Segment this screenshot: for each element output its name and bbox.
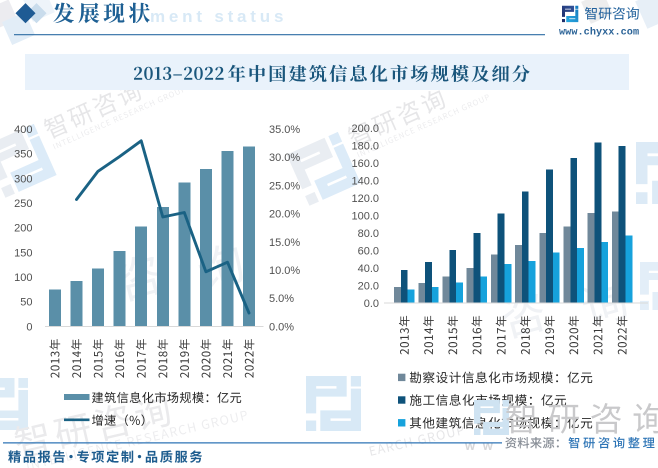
svg-text:350: 350 — [14, 149, 32, 161]
svg-text:300: 300 — [14, 173, 32, 185]
svg-text:0.0: 0.0 — [364, 298, 379, 310]
svg-text:0.0%: 0.0% — [269, 321, 294, 333]
svg-text:www.chyxx.com: www.chyxx.com — [559, 27, 639, 39]
svg-text:5.0%: 5.0% — [269, 293, 294, 305]
svg-text:15.0%: 15.0% — [269, 237, 300, 249]
svg-text:30.0%: 30.0% — [269, 152, 300, 164]
svg-text:25.0%: 25.0% — [269, 180, 300, 192]
svg-text:200.0: 200.0 — [351, 123, 379, 135]
svg-text:20.0: 20.0 — [358, 280, 379, 292]
svg-text:100: 100 — [14, 272, 32, 284]
svg-text:250: 250 — [14, 198, 32, 210]
svg-text:50: 50 — [20, 297, 32, 309]
svg-text:ment status: ment status — [150, 7, 287, 26]
svg-text:120.0: 120.0 — [351, 193, 379, 205]
svg-text:35.0%: 35.0% — [269, 124, 300, 136]
svg-text:20.0%: 20.0% — [269, 209, 300, 221]
svg-text:180.0: 180.0 — [351, 140, 379, 152]
svg-text:10.0%: 10.0% — [269, 265, 300, 277]
svg-text:160.0: 160.0 — [351, 158, 379, 170]
svg-text:200: 200 — [14, 223, 32, 235]
svg-text:0: 0 — [26, 321, 32, 333]
svg-text:140.0: 140.0 — [351, 175, 379, 187]
svg-text:40.0: 40.0 — [358, 263, 379, 275]
svg-text:400: 400 — [14, 124, 32, 136]
svg-text:80.0: 80.0 — [358, 228, 379, 240]
svg-text:w w: w w — [464, 438, 495, 453]
svg-text:60.0: 60.0 — [358, 245, 379, 257]
svg-text:150: 150 — [14, 247, 32, 259]
svg-text:100.0: 100.0 — [351, 210, 379, 222]
